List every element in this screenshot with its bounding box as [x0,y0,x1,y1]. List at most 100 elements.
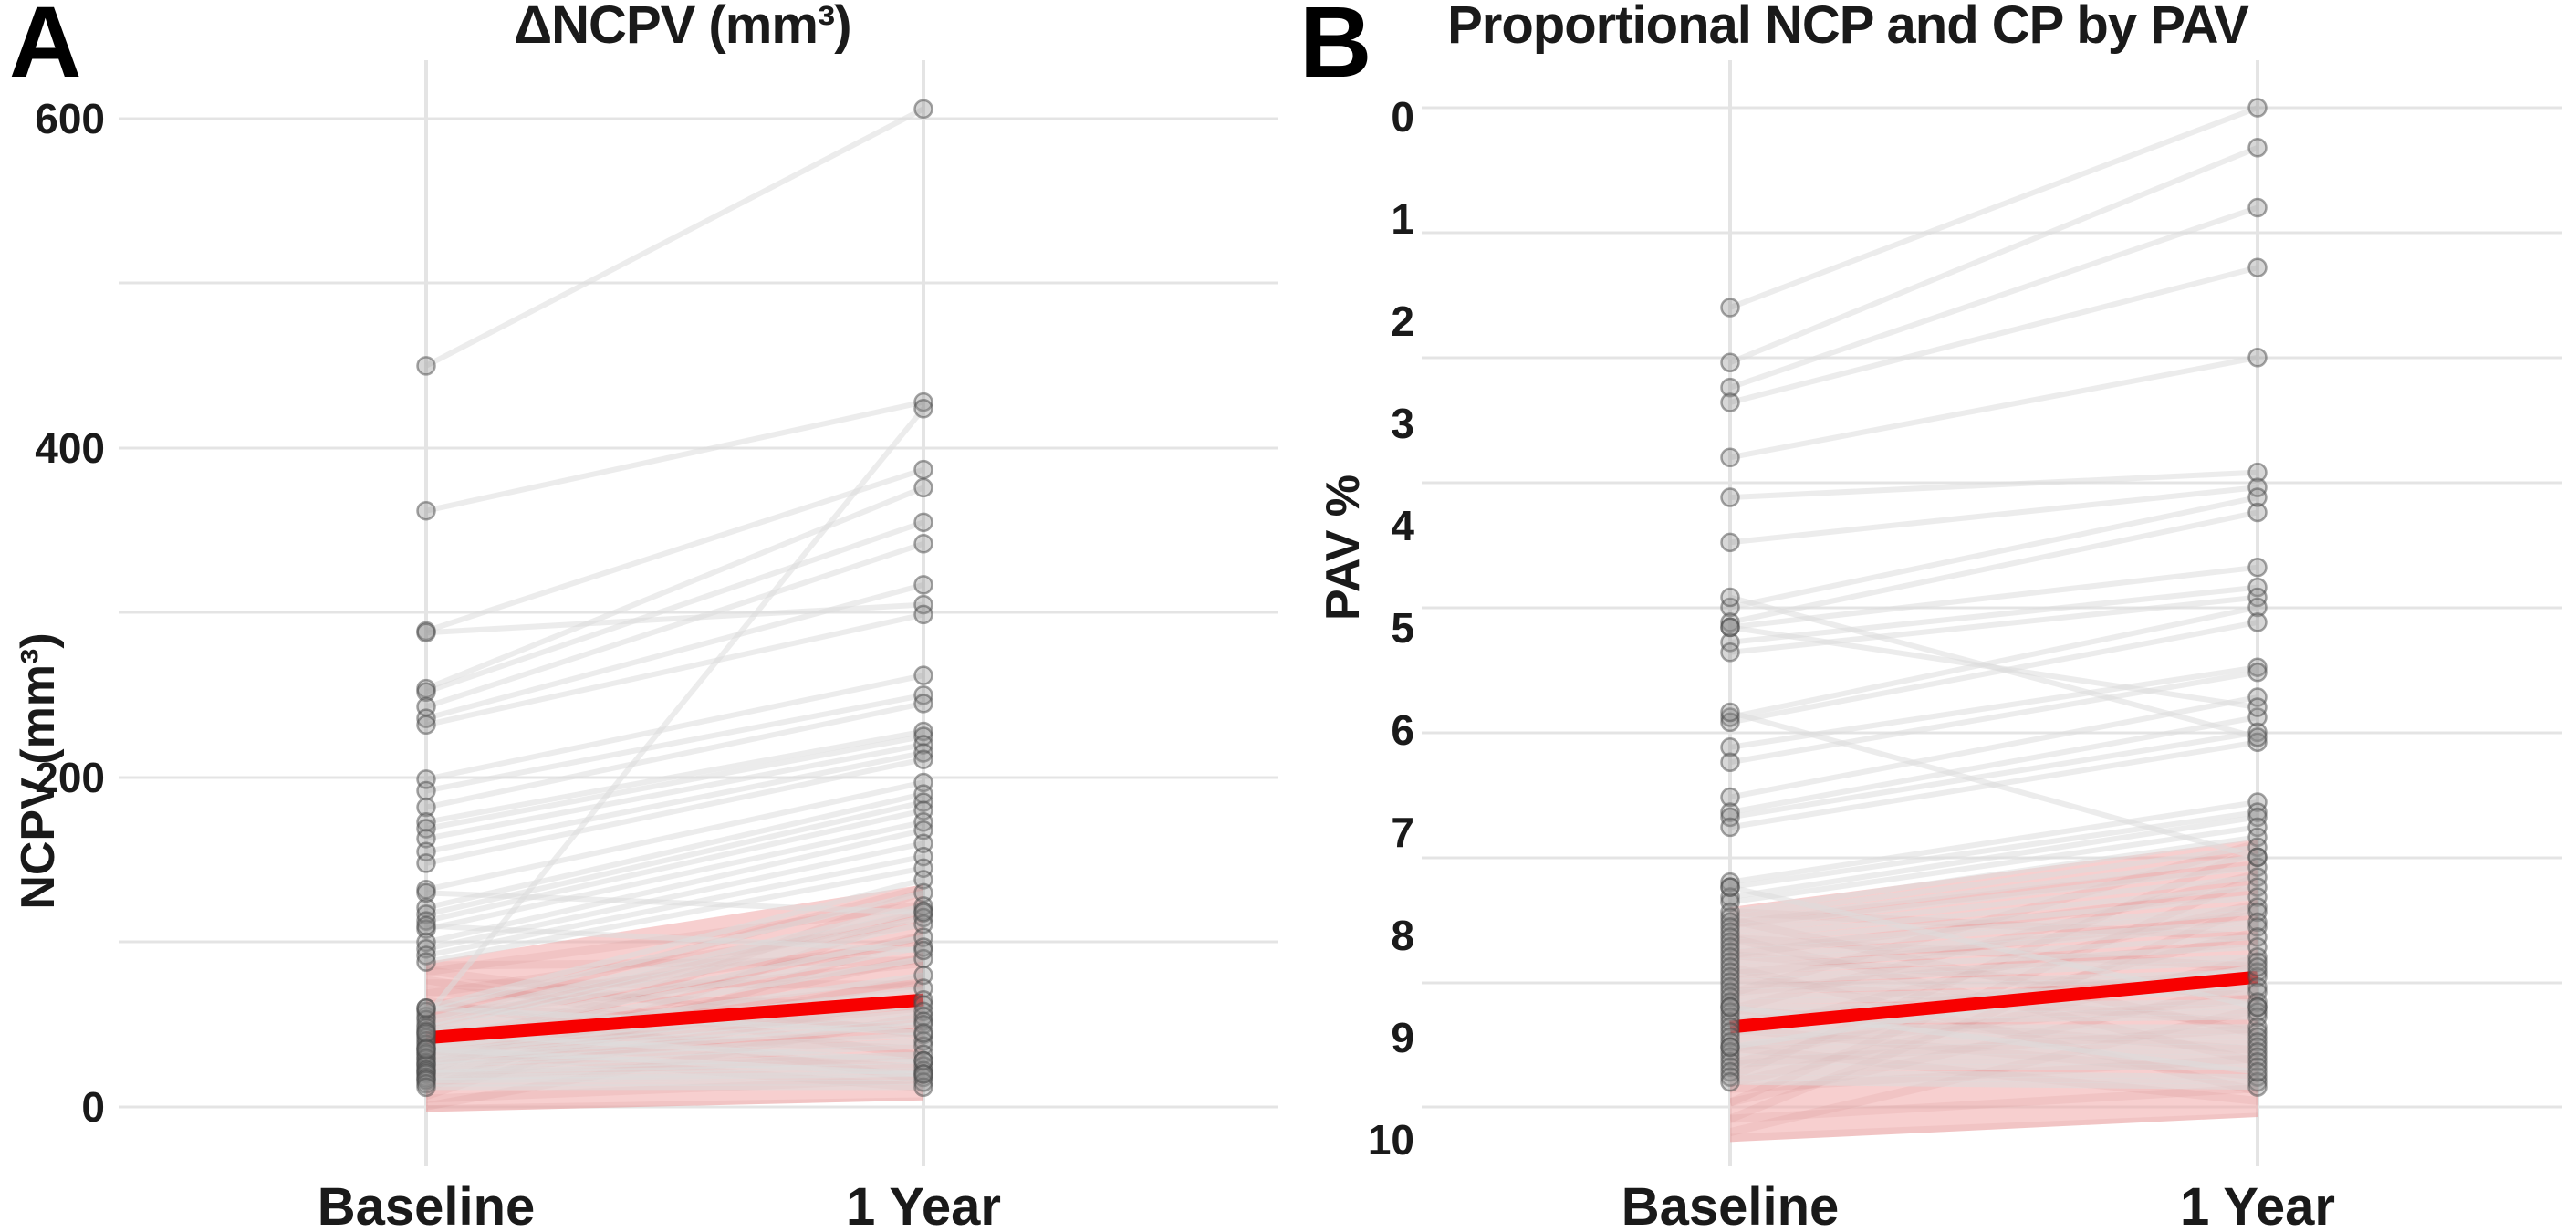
data-point-year1 [2247,257,2268,277]
pair-line [425,692,924,794]
data-point-baseline [1720,966,1740,987]
pair-line [425,466,924,634]
data-point-year1 [913,870,933,890]
data-point-baseline [1720,1067,1740,1087]
trend-line [1729,970,2258,1034]
data-point-baseline [1720,392,1740,412]
data-point-year1 [2247,867,2268,887]
data-point-baseline [1720,987,1740,1008]
data-point-year1 [2247,1061,2268,1082]
pair-line [1729,669,2258,766]
pair-line [425,728,924,825]
data-point-baseline [1720,1032,1740,1052]
pair-line [423,406,926,1018]
data-point-baseline [1720,947,1740,967]
data-point-baseline [416,356,436,376]
pair-line [425,923,924,954]
pair-line [1729,469,2258,501]
data-point-baseline [1720,1007,1740,1028]
data-point-year1 [2247,722,2268,743]
data-point-baseline [1720,702,1740,723]
pair-line [1729,495,2258,611]
data-point-baseline [1720,887,1740,907]
data-point-year1 [2247,597,2268,618]
pair-line [1729,854,2258,925]
y-tick-label: 5 [1391,604,1414,652]
pair-line [425,519,924,695]
pair-line [1729,1069,2258,1081]
data-point-year1 [2247,98,2268,118]
data-point-year1 [913,907,933,928]
pair-line [425,750,924,855]
data-point-year1 [2247,197,2268,218]
data-point-year1 [2247,487,2268,507]
data-point-year1 [913,940,933,961]
data-point-year1 [2247,687,2268,707]
data-point-year1 [2247,662,2268,683]
panel-b-title: Proportional NCP and CP by PAV [1447,0,2249,55]
data-point-year1 [2247,707,2268,727]
data-point-year1 [913,99,933,120]
pair-line [425,908,924,1028]
data-point-baseline [1720,1027,1740,1048]
data-point-baseline [1720,952,1740,972]
data-point-year1 [2247,1042,2268,1062]
pair-line [425,757,924,866]
y-tick-label: 9 [1391,1014,1414,1061]
y-tick-label: 200 [35,754,105,801]
data-point-baseline [416,1077,436,1098]
pair-line [1729,564,2258,631]
data-point-baseline [1720,902,1740,923]
pair-line [425,819,924,933]
data-point-baseline [1720,912,1740,933]
data-point-year1 [2247,727,2268,747]
data-point-year1 [913,534,933,554]
pair-line [425,582,924,721]
pair-line [1729,894,2258,945]
pair-line [425,540,924,710]
data-point-baseline [1720,1057,1740,1077]
data-point-baseline [1720,352,1740,372]
pair-line [425,808,924,924]
data-point-baseline [1720,1061,1740,1082]
pair-line [425,1038,924,1069]
pair-line [425,827,924,945]
data-point-baseline [1720,1071,1740,1092]
y-tick-label: 600 [35,95,105,142]
data-point-baseline [416,938,436,959]
data-point-baseline [1720,737,1740,757]
data-point-baseline [1720,1051,1740,1072]
data-point-year1 [913,1050,933,1071]
pair-line [1729,954,2258,980]
pair-line [1729,944,2258,976]
pair-line [1729,265,2258,405]
data-point-baseline [416,780,436,801]
data-point-year1 [2247,1051,2268,1072]
data-point-year1 [913,459,933,480]
y-tick-label: 2 [1391,298,1414,345]
data-point-year1 [913,1001,933,1022]
data-point-year1 [2247,697,2268,717]
pair-line [424,485,925,692]
data-point-year1 [2247,1067,2268,1087]
pair-line [1729,909,2258,955]
pair-line [425,700,924,810]
data-point-year1 [2247,917,2268,937]
y-tick-label: 400 [35,424,105,472]
data-point-year1 [2247,1047,2268,1067]
x-category-label: Baseline [1622,1177,1840,1232]
data-point-year1 [913,575,933,595]
data-point-baseline [416,1023,436,1043]
x-category-label: Baseline [318,1177,536,1232]
data-point-baseline [1720,917,1740,937]
data-point-year1 [913,694,933,714]
data-point-baseline [1720,1017,1740,1038]
data-point-year1 [2247,1017,2268,1038]
data-point-year1 [2247,1071,2268,1092]
data-point-baseline [416,682,436,702]
data-point-year1 [913,927,933,947]
pair-line [425,944,924,1041]
y-tick-label: 0 [1391,93,1414,141]
pair-line [1729,204,2258,391]
data-point-year1 [2247,577,2268,598]
